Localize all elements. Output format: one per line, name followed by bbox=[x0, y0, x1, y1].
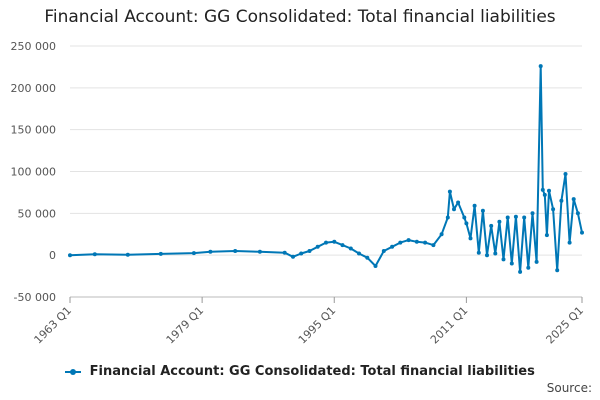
y-tick-label: 0 bbox=[49, 249, 56, 262]
data-point[interactable] bbox=[563, 172, 568, 176]
data-point[interactable] bbox=[555, 268, 560, 273]
data-point[interactable] bbox=[68, 253, 72, 258]
legend[interactable]: Financial Account: GG Consolidated: Tota… bbox=[0, 364, 600, 379]
data-point[interactable] bbox=[540, 187, 545, 192]
data-point[interactable] bbox=[472, 203, 477, 208]
y-tick-label: 200 000 bbox=[11, 82, 57, 95]
data-point[interactable] bbox=[414, 239, 419, 244]
data-point[interactable] bbox=[373, 264, 378, 268]
data-point[interactable] bbox=[340, 243, 345, 248]
x-axis: 1963 Q1 1979 Q1 1995 Q1 2011 Q1 2025 Q1 bbox=[32, 296, 587, 347]
data-point[interactable] bbox=[191, 251, 196, 256]
data-point[interactable] bbox=[462, 215, 467, 220]
data-point[interactable] bbox=[365, 255, 370, 260]
data-point[interactable] bbox=[534, 259, 539, 264]
data-point[interactable] bbox=[530, 211, 535, 216]
data-point[interactable] bbox=[551, 207, 556, 212]
data-point[interactable] bbox=[509, 261, 514, 266]
data-point[interactable] bbox=[544, 233, 549, 238]
x-tick-label: 1963 Q1 bbox=[32, 304, 75, 347]
data-point[interactable] bbox=[501, 257, 506, 262]
data-point[interactable] bbox=[485, 253, 489, 258]
data-point[interactable] bbox=[439, 232, 444, 237]
series-line bbox=[69, 65, 583, 273]
chart-title: Financial Account: GG Consolidated: Tota… bbox=[44, 7, 556, 27]
data-point[interactable] bbox=[522, 215, 527, 220]
data-point[interactable] bbox=[307, 249, 312, 253]
data-point[interactable] bbox=[489, 223, 494, 228]
data-point[interactable] bbox=[542, 192, 547, 197]
data-point[interactable] bbox=[580, 230, 584, 235]
data-point[interactable] bbox=[315, 244, 320, 249]
data-point[interactable] bbox=[208, 249, 213, 254]
data-point[interactable] bbox=[381, 249, 386, 253]
x-tick-label: 2011 Q1 bbox=[428, 304, 471, 347]
data-point[interactable] bbox=[476, 250, 481, 255]
y-tick-label: 250 000 bbox=[11, 40, 57, 53]
legend-label: Financial Account: GG Consolidated: Tota… bbox=[89, 364, 535, 379]
x-tick-label: 1995 Q1 bbox=[296, 304, 339, 347]
source-label: Source: bbox=[546, 381, 592, 395]
data-point[interactable] bbox=[575, 211, 580, 216]
data-point[interactable] bbox=[464, 221, 469, 226]
data-point[interactable] bbox=[571, 197, 576, 202]
data-point[interactable] bbox=[526, 265, 531, 270]
data-point[interactable] bbox=[447, 189, 452, 194]
legend-swatch bbox=[65, 367, 82, 377]
y-axis: 250 000 200 000 150 000 100 000 50 000 0 -50 0… bbox=[11, 40, 57, 304]
data-point[interactable] bbox=[493, 251, 498, 256]
y-tick-label: -50 000 bbox=[14, 291, 56, 304]
x-tick-label: 2025 Q1 bbox=[544, 304, 587, 347]
data-point[interactable] bbox=[398, 240, 403, 245]
data-point[interactable] bbox=[518, 269, 523, 274]
x-tick-label: 1979 Q1 bbox=[164, 304, 207, 347]
data-point[interactable] bbox=[406, 238, 411, 243]
data-point[interactable] bbox=[92, 252, 97, 257]
data-point[interactable] bbox=[423, 240, 428, 245]
data-point[interactable] bbox=[282, 250, 287, 255]
data-point[interactable] bbox=[390, 244, 395, 249]
data-point[interactable] bbox=[547, 188, 551, 193]
data-point[interactable] bbox=[497, 219, 502, 224]
data-point[interactable] bbox=[431, 243, 436, 248]
data-point[interactable] bbox=[324, 240, 328, 245]
data-point[interactable] bbox=[291, 254, 295, 259]
y-tick-label: 50 000 bbox=[18, 207, 57, 220]
data-point[interactable] bbox=[505, 215, 510, 220]
data-point[interactable] bbox=[513, 214, 518, 219]
data-point[interactable] bbox=[125, 252, 130, 257]
data-point[interactable] bbox=[299, 251, 304, 256]
data-point[interactable] bbox=[480, 208, 485, 213]
data-point[interactable] bbox=[452, 207, 456, 212]
data-point[interactable] bbox=[257, 249, 262, 254]
y-tick-label: 100 000 bbox=[11, 166, 57, 179]
data-point[interactable] bbox=[445, 215, 450, 220]
data-point[interactable] bbox=[559, 198, 564, 203]
data-point[interactable] bbox=[456, 200, 461, 205]
data-point[interactable] bbox=[348, 246, 353, 251]
data-point[interactable] bbox=[538, 64, 543, 69]
data-point[interactable] bbox=[158, 251, 163, 256]
data-point[interactable] bbox=[567, 240, 572, 245]
data-point[interactable] bbox=[233, 249, 238, 253]
y-tick-label: 150 000 bbox=[11, 124, 57, 137]
data-point[interactable] bbox=[468, 236, 473, 241]
series-group bbox=[68, 64, 584, 274]
data-point[interactable] bbox=[357, 251, 361, 256]
data-point[interactable] bbox=[332, 239, 337, 244]
